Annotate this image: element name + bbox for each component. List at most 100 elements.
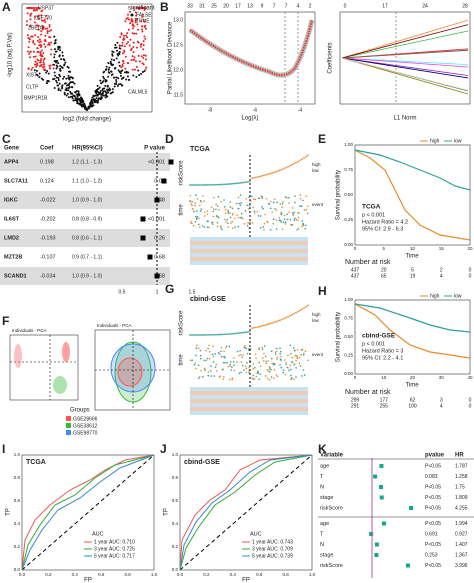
risk-dot bbox=[189, 334, 191, 336]
event-dot bbox=[264, 213, 266, 216]
y-tick-label: 0.25 bbox=[344, 217, 353, 222]
event-dot bbox=[220, 227, 222, 229]
dot bbox=[57, 76, 60, 79]
dot bbox=[77, 92, 80, 95]
dot bbox=[140, 28, 143, 31]
event-dot bbox=[215, 363, 218, 366]
event-dot bbox=[231, 378, 233, 381]
dot bbox=[36, 47, 39, 50]
event-dot bbox=[258, 361, 260, 364]
event-dot bbox=[210, 375, 213, 377]
coef: -0.193 bbox=[40, 235, 56, 241]
p-value: 0.48 bbox=[154, 197, 165, 203]
event-dot bbox=[289, 374, 292, 377]
dot bbox=[122, 62, 125, 65]
x-tick-label: 1.0 bbox=[309, 572, 316, 577]
event-dot bbox=[226, 218, 228, 221]
dot bbox=[102, 75, 105, 78]
risk-dot bbox=[253, 326, 255, 329]
dot bbox=[63, 59, 66, 62]
event-dot bbox=[199, 354, 202, 357]
event-dot bbox=[196, 210, 198, 212]
risk-dot bbox=[191, 184, 193, 186]
event-dot bbox=[273, 198, 276, 200]
event-dot bbox=[261, 206, 263, 208]
event-dot bbox=[242, 364, 244, 367]
event-dot bbox=[264, 375, 267, 377]
event-dot bbox=[218, 353, 221, 355]
event-dot bbox=[259, 215, 262, 217]
dot bbox=[141, 25, 144, 28]
event-dot bbox=[230, 222, 232, 224]
dot bbox=[69, 90, 72, 93]
event-dot bbox=[306, 205, 309, 208]
event-dot bbox=[193, 210, 195, 213]
event-dot bbox=[232, 361, 235, 363]
dot bbox=[50, 41, 53, 44]
dot bbox=[53, 87, 56, 90]
y-tick-label: 12.0 bbox=[173, 67, 183, 73]
top-tick: 7 bbox=[285, 3, 288, 9]
event-dot bbox=[229, 378, 231, 381]
risk-dot bbox=[281, 318, 283, 321]
dot bbox=[36, 39, 39, 42]
dot bbox=[39, 40, 42, 43]
top-tick: 28 bbox=[462, 3, 468, 9]
event-dot bbox=[234, 226, 236, 228]
hr-ci: 0.8 (0.6 - 1.1) bbox=[72, 235, 102, 241]
coef: 0.198 bbox=[40, 159, 54, 165]
event-dot bbox=[275, 219, 277, 221]
dot bbox=[53, 53, 56, 56]
dot bbox=[32, 9, 35, 12]
variable: T bbox=[320, 474, 324, 480]
event-dot bbox=[303, 209, 306, 211]
y-tick-label: 0.75 bbox=[344, 316, 353, 321]
event-dot bbox=[281, 203, 284, 205]
dot bbox=[129, 38, 132, 41]
event-dot bbox=[269, 200, 272, 203]
annot: Hazard Ratio = 3 bbox=[362, 348, 403, 354]
dot bbox=[145, 7, 148, 9]
risk-dot bbox=[265, 173, 267, 176]
event-dot bbox=[279, 203, 282, 205]
event-dot bbox=[268, 365, 271, 368]
x-tick-label: -8 bbox=[208, 107, 213, 113]
dot bbox=[102, 90, 105, 93]
cluster bbox=[117, 357, 143, 387]
dot bbox=[111, 53, 114, 56]
dot bbox=[46, 27, 49, 30]
event-dot bbox=[288, 369, 290, 372]
coef: -0.034 bbox=[40, 273, 56, 279]
dot bbox=[45, 14, 48, 17]
risk-title: Number at risk bbox=[345, 389, 391, 396]
y-tick-label: 0.4 bbox=[14, 521, 21, 526]
risk-count: 0 bbox=[469, 397, 472, 403]
event-dot bbox=[286, 213, 288, 216]
event-dot bbox=[240, 202, 243, 204]
dot bbox=[118, 44, 121, 47]
event-dot bbox=[258, 378, 261, 381]
risk-dot bbox=[263, 324, 265, 327]
risk-count: 437 bbox=[351, 273, 360, 279]
event-dot bbox=[236, 214, 238, 216]
dot bbox=[132, 58, 135, 61]
dot bbox=[130, 49, 133, 52]
risk-count: 0 bbox=[469, 403, 472, 409]
heat-row bbox=[190, 395, 308, 399]
dot bbox=[115, 57, 118, 60]
dot bbox=[79, 99, 82, 102]
axis-title: L1 Norm bbox=[393, 116, 416, 122]
dot bbox=[141, 71, 144, 74]
risk-count: 65 bbox=[381, 273, 387, 279]
y-tick-label: 0.50 bbox=[344, 192, 353, 197]
risk-dot bbox=[287, 165, 289, 168]
event-dot bbox=[231, 214, 234, 216]
event-dot bbox=[206, 210, 209, 212]
event-dot bbox=[191, 359, 194, 361]
risk-dot bbox=[293, 162, 295, 165]
variable: riskScore bbox=[320, 505, 343, 511]
dot bbox=[140, 55, 143, 58]
event-dot bbox=[288, 211, 290, 214]
p-value: P<0.05 bbox=[425, 521, 441, 527]
event-dot bbox=[261, 197, 263, 200]
